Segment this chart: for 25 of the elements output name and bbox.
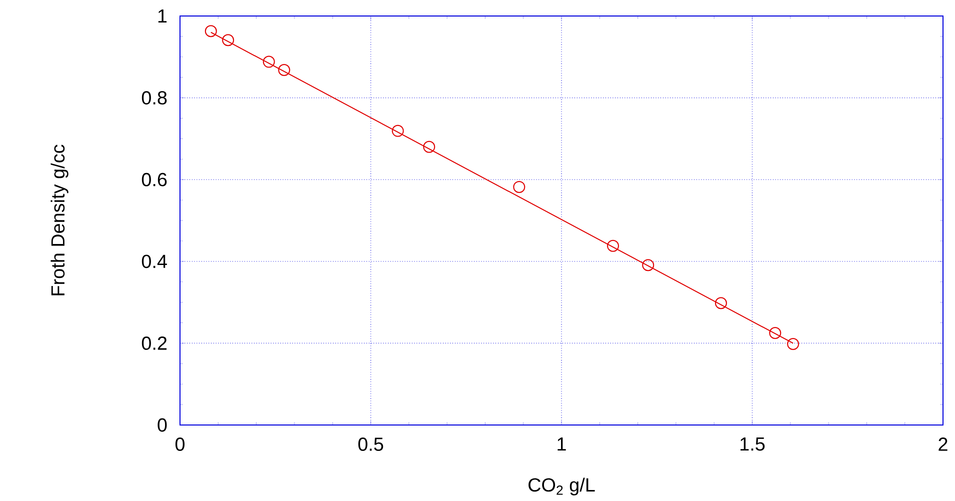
point	[204, 25, 217, 38]
point	[423, 140, 436, 153]
x-tick-label: 2	[938, 438, 948, 451]
point	[262, 56, 275, 68]
point	[392, 124, 404, 137]
x-tick-label: 0	[175, 438, 185, 451]
x-tick-label: 1	[558, 438, 566, 451]
point	[607, 240, 620, 252]
y-tick-label: 1	[158, 9, 167, 23]
point	[787, 338, 800, 350]
y-tick-label: 0.6	[142, 172, 167, 186]
x-axis-title: CO$_{2}$ g/L	[528, 478, 595, 496]
x-tick-label: 0.5	[358, 438, 384, 451]
y-tick-label: 0.4	[142, 254, 167, 268]
point	[278, 64, 290, 76]
point	[642, 259, 654, 272]
point	[769, 326, 782, 339]
y-axis-title: Froth Density g/cc	[50, 144, 68, 296]
y-tick-label: 0.8	[142, 91, 167, 104]
point	[222, 34, 234, 46]
y-tick-label: 0.2	[142, 336, 167, 350]
point	[513, 180, 526, 193]
x-tick-label: 1.5	[740, 438, 765, 451]
y-tick-label: 0	[158, 418, 167, 432]
point	[714, 297, 727, 310]
